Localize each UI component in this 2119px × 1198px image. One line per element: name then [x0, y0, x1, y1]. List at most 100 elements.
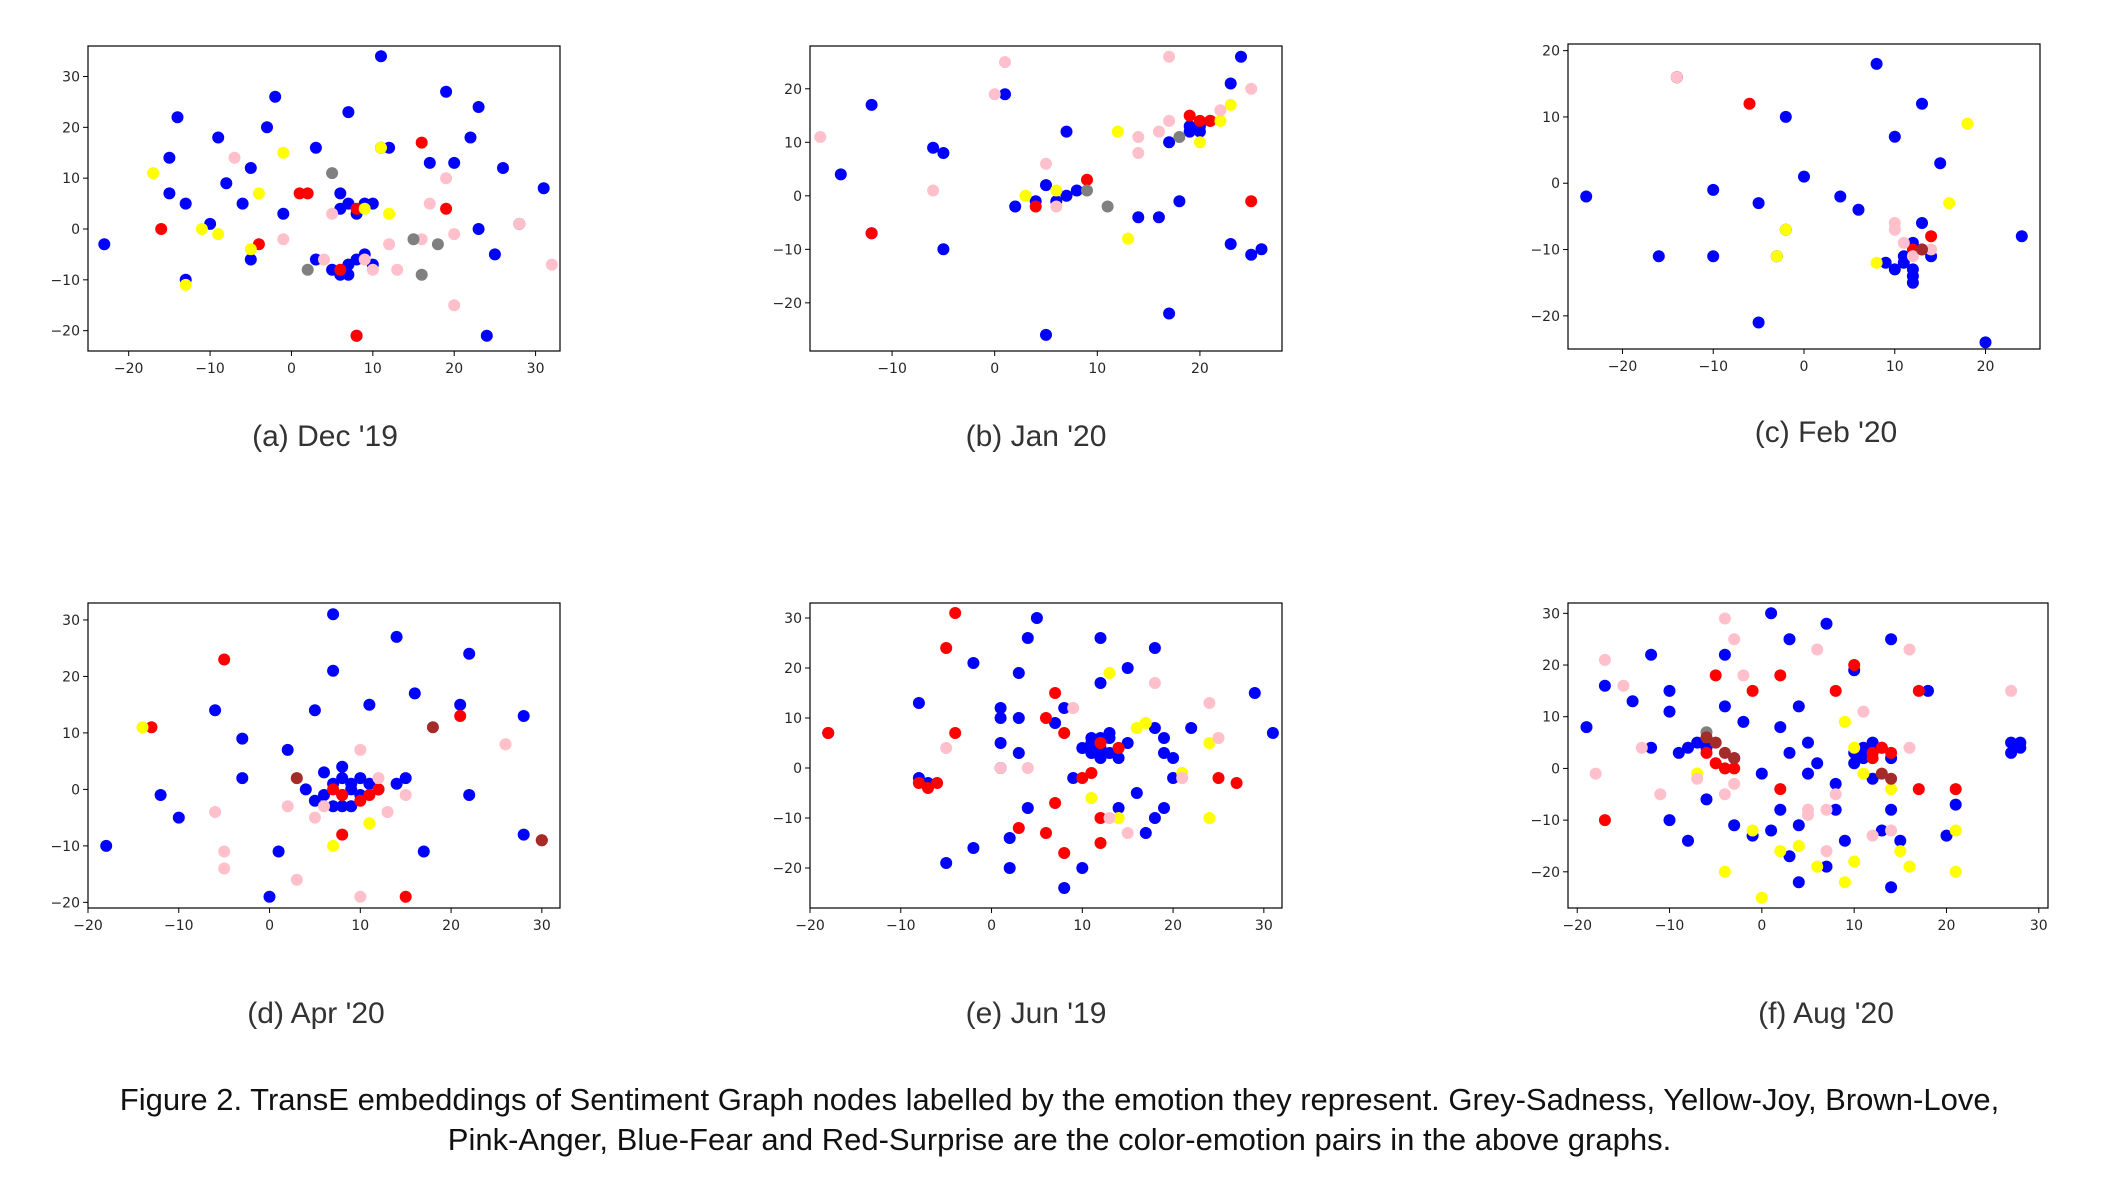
plot-frame [87, 45, 561, 352]
point-pink [814, 131, 827, 143]
point-red [372, 783, 385, 796]
y-tick-label: 0 [71, 782, 80, 798]
point-blue [299, 783, 312, 796]
x-tick-label: 30 [2030, 918, 2048, 934]
point-brown [1709, 736, 1722, 749]
point-blue [1885, 881, 1898, 894]
point-red [354, 794, 367, 807]
point-blue [463, 647, 476, 660]
point-blue [1728, 819, 1741, 832]
x-tick-label: 0 [987, 918, 996, 934]
point-blue [1021, 802, 1034, 814]
point-blue [1737, 715, 1750, 728]
point-yellow [327, 839, 340, 852]
point-blue [163, 187, 176, 200]
point-blue [1158, 732, 1170, 744]
point-pink [1897, 236, 1910, 249]
point-blue [1163, 307, 1176, 320]
point-brown [535, 834, 548, 847]
point-brown [426, 721, 439, 734]
point-blue [1012, 667, 1025, 679]
point-blue [1626, 695, 1639, 708]
point-blue [408, 687, 421, 700]
point-yellow [1193, 136, 1206, 149]
point-blue [1707, 250, 1720, 263]
point-blue [1949, 798, 1962, 811]
point-blue [463, 789, 476, 801]
point-blue [1894, 834, 1907, 847]
point-pink [1728, 777, 1741, 790]
point-pink [1598, 653, 1611, 666]
x-tick-label: −10 [195, 361, 225, 377]
point-blue [927, 141, 940, 154]
figure-caption-line-2: Pink-Anger, Blue-Fear and Red-Surprise a… [447, 1122, 1672, 1157]
point-blue [1888, 130, 1901, 143]
point-red [1709, 669, 1722, 682]
y-tick-label: 10 [784, 135, 802, 151]
point-blue [390, 777, 403, 790]
point-red [949, 607, 962, 619]
point-pink [372, 772, 385, 785]
point-red [334, 263, 347, 276]
point-blue [1879, 256, 1892, 269]
point-pink [1132, 147, 1145, 159]
plot-frame [809, 602, 1283, 909]
point-blue [1718, 648, 1731, 661]
point-blue [1663, 814, 1676, 827]
point-blue [308, 704, 321, 717]
panel-caption-jan-20: (b) Jan '20 [965, 420, 1107, 453]
point-yellow [1848, 741, 1861, 754]
point-blue [354, 772, 367, 785]
point-blue [1598, 679, 1611, 692]
point-pink [1866, 829, 1879, 842]
point-grey [1101, 200, 1114, 213]
point-blue [318, 789, 330, 801]
point-blue [967, 842, 980, 854]
y-tick-label: 20 [62, 120, 80, 136]
point-yellow [1103, 667, 1116, 679]
y-tick-label: −20 [772, 861, 802, 877]
point-yellow [1770, 250, 1783, 263]
point-blue [1224, 238, 1237, 250]
point-blue [1755, 767, 1768, 780]
point-pink [927, 184, 940, 197]
point-blue [263, 890, 276, 903]
point-yellow [147, 167, 160, 180]
x-tick-label: 10 [1845, 918, 1863, 934]
point-blue [1121, 737, 1134, 749]
point-brown [1885, 772, 1898, 785]
point-blue [937, 147, 950, 159]
point-brown [290, 772, 303, 785]
y-tick-label: −10 [772, 242, 802, 258]
point-pink [228, 151, 241, 164]
y-tick-label: −20 [772, 296, 802, 312]
point-blue [1663, 684, 1676, 697]
point-blue [1067, 772, 1080, 784]
point-blue [236, 732, 249, 745]
point-blue [1857, 752, 1870, 765]
point-pink [423, 197, 436, 210]
point-blue [327, 608, 340, 621]
point-blue [1792, 700, 1805, 713]
point-red [1743, 97, 1756, 110]
point-blue [269, 90, 282, 103]
point-blue [1885, 803, 1898, 816]
panel-caption-dec-19: (a) Dec '19 [252, 420, 398, 453]
point-blue [472, 101, 485, 113]
y-tick-label: 0 [1551, 176, 1560, 192]
point-pink [1103, 812, 1116, 824]
point-yellow [252, 187, 265, 200]
point-pink [1617, 679, 1630, 692]
point-red [1193, 114, 1206, 127]
point-brown [1700, 731, 1713, 744]
point-blue [308, 794, 321, 807]
scatter-panel-dec-19: −20 −10 0 10 20 30 −20 −10 0 10 20 30 [50, 45, 561, 377]
y-tick-label: −10 [1530, 243, 1560, 259]
x-tick-label: 10 [364, 361, 382, 377]
point-blue [1798, 170, 1810, 183]
point-red [399, 890, 412, 903]
point-red [336, 828, 349, 841]
point-pink [281, 800, 294, 813]
point-yellow [1203, 737, 1216, 749]
point-red [1949, 783, 1962, 796]
